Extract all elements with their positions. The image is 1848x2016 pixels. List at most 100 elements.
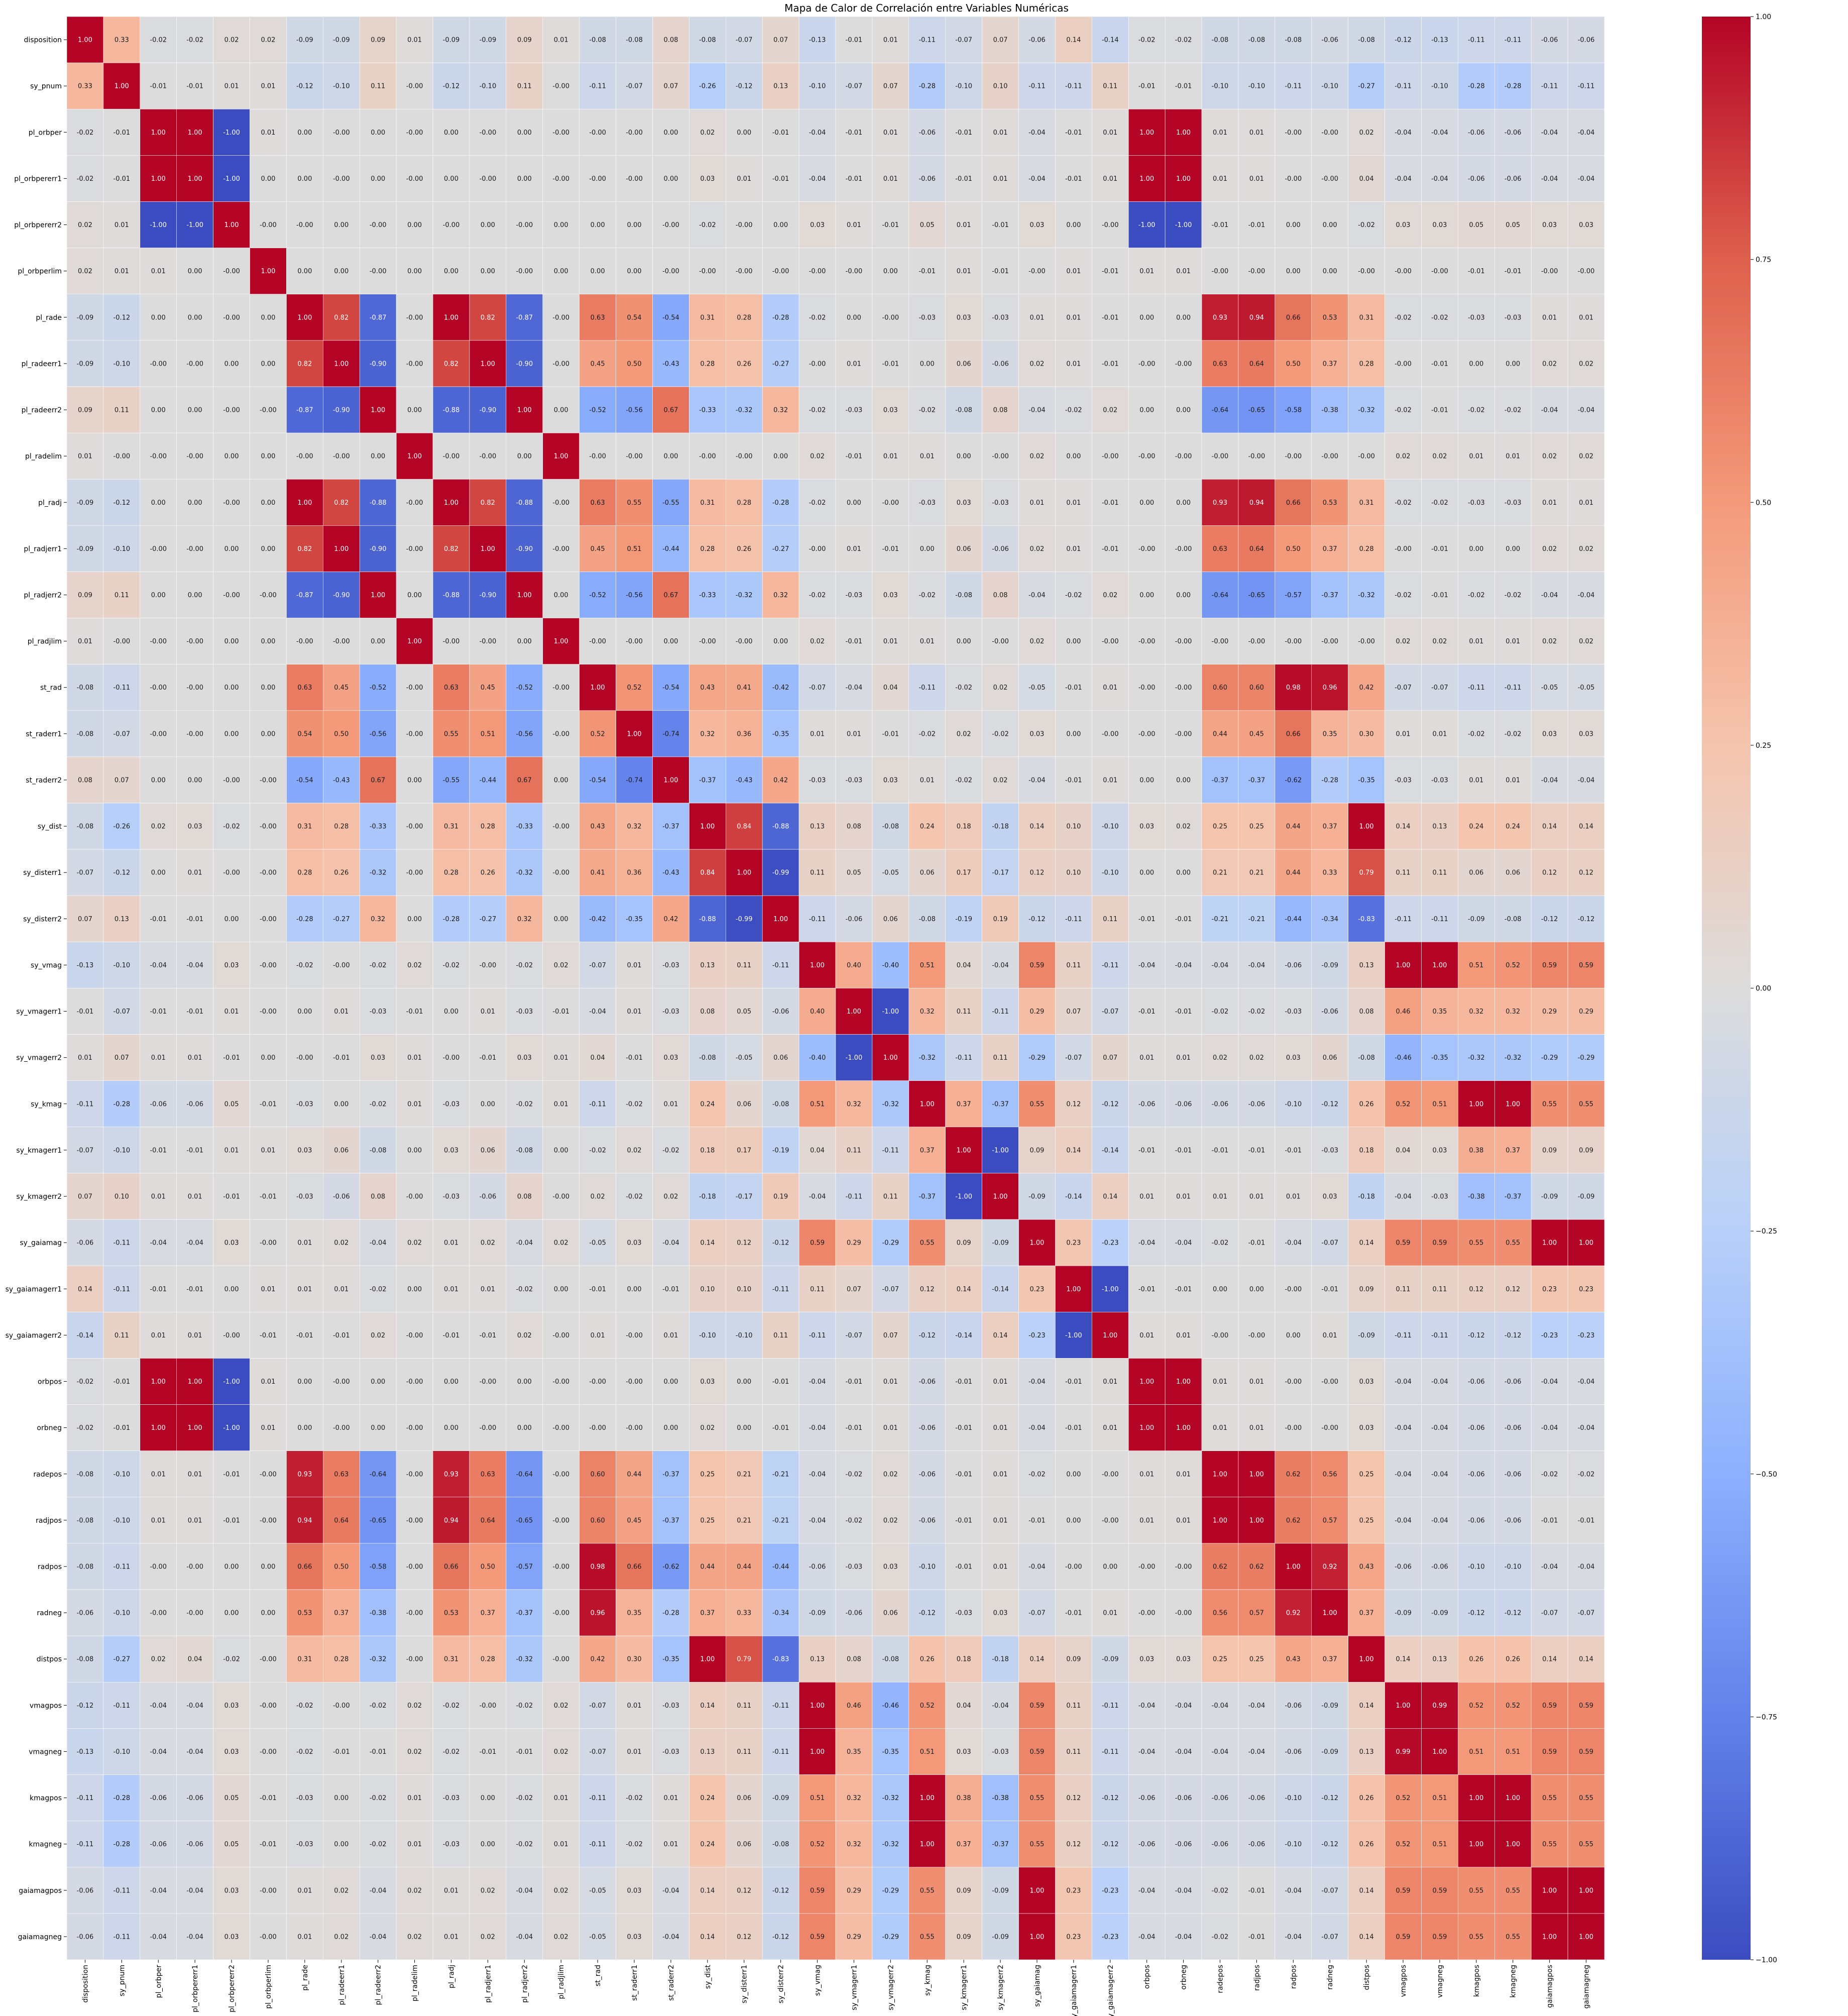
cell-value-label: -0.11 <box>772 1748 789 1756</box>
cell-value-label: -0.00 <box>1138 453 1156 461</box>
y-tick-label: pl_rade <box>36 314 62 322</box>
heatmap-cell <box>286 432 323 480</box>
cell-value-label: 0.01 <box>1323 1332 1337 1339</box>
cell-value-label: 0.31 <box>297 823 312 831</box>
cell-value-label: -0.01 <box>77 1008 94 1016</box>
heatmap-cell <box>103 525 141 572</box>
cell-value-label: 0.00 <box>1176 499 1191 507</box>
cell-value-label: -0.01 <box>223 1471 240 1478</box>
colorbar: 1.000.750.500.250.00−0.25−0.50−0.75−1.00 <box>1702 13 1777 1964</box>
cell-value-label: 0.02 <box>407 1887 422 1894</box>
heatmap-cell <box>1348 62 1385 109</box>
cell-value-label: -0.35 <box>1358 776 1375 784</box>
heatmap-cell <box>469 386 507 433</box>
heatmap-cell <box>1494 201 1532 248</box>
cell-value-label: -0.00 <box>1285 453 1302 461</box>
cell-value-label: -0.00 <box>480 638 497 645</box>
cell-value-label: 0.10 <box>1066 823 1081 831</box>
cell-value-label: -0.28 <box>772 314 789 321</box>
cell-value-label: -0.11 <box>1102 962 1119 969</box>
heatmap-cell <box>213 664 250 711</box>
cell-value-label: 0.63 <box>444 684 458 692</box>
cell-value-label: 1.00 <box>1469 1100 1483 1108</box>
cell-value-label: -0.90 <box>333 407 350 414</box>
cell-value-label: -0.21 <box>1212 916 1229 923</box>
cell-value-label: -0.02 <box>955 776 972 784</box>
cell-value-label: -0.05 <box>1028 684 1046 692</box>
cell-value-label: 0.02 <box>957 730 971 738</box>
cell-value-label: -0.09 <box>1468 916 1485 923</box>
cell-value-label: 0.03 <box>1396 221 1411 229</box>
cell-value-label: 0.43 <box>1359 1563 1374 1571</box>
cell-value-label: -0.04 <box>186 1887 203 1894</box>
heatmap-cell <box>1055 340 1092 387</box>
heatmap-cell <box>725 386 763 433</box>
cell-value-label: 0.02 <box>407 1748 422 1756</box>
cell-value-label: -0.02 <box>370 1841 387 1848</box>
heatmap-cell <box>469 479 507 526</box>
heatmap-cell <box>1494 62 1532 109</box>
cell-value-label: -0.00 <box>296 1054 313 1062</box>
cell-value-label: 0.01 <box>737 175 751 183</box>
cell-value-label: -0.04 <box>186 1748 203 1756</box>
cell-value-label: 0.02 <box>334 1240 349 1247</box>
cell-value-label: -0.11 <box>1102 1702 1119 1710</box>
cell-value-label: -0.02 <box>443 962 460 969</box>
cell-value-label: -0.11 <box>1431 1332 1448 1339</box>
cell-value-label: -0.02 <box>1028 1471 1046 1478</box>
cell-value-label: -0.00 <box>736 268 753 275</box>
heatmap-cell <box>1275 572 1312 618</box>
cell-value-label: 0.01 <box>554 1841 568 1848</box>
cell-value-label: -0.26 <box>113 823 131 831</box>
cell-value-label: 0.01 <box>444 1240 458 1247</box>
cell-value-label: 0.02 <box>517 1332 532 1339</box>
heatmap-cell <box>542 710 580 757</box>
cell-value-label: -0.32 <box>1358 592 1375 599</box>
cell-value-label: 0.50 <box>334 730 349 738</box>
cell-value-label: 0.06 <box>957 360 971 368</box>
cell-value-label: 0.07 <box>78 916 92 923</box>
cell-value-label: 0.60 <box>591 1517 605 1524</box>
cell-value-label: 0.21 <box>737 1471 751 1478</box>
cell-value-label: 0.01 <box>1542 314 1557 321</box>
cell-value-label: -0.32 <box>1468 1054 1485 1062</box>
cell-value-label: 0.00 <box>517 1424 532 1432</box>
cell-value-label: 0.53 <box>1323 314 1337 321</box>
y-tick-label: pl_orbper <box>29 129 62 137</box>
heatmap-cell <box>103 340 141 387</box>
cell-value-label: -0.00 <box>186 545 203 553</box>
cell-value-label: 0.45 <box>591 360 605 368</box>
cell-value-label: 0.01 <box>1506 638 1520 645</box>
cell-value-label: -0.07 <box>626 83 643 90</box>
cell-value-label: 1.00 <box>1249 1471 1264 1478</box>
colorbar-tick-label: 0.00 <box>1756 985 1771 993</box>
cell-value-label: -0.35 <box>1431 1054 1448 1062</box>
cell-value-label: -0.07 <box>589 1702 606 1710</box>
cell-value-label: -0.04 <box>992 1702 1009 1710</box>
cell-value-label: 0.31 <box>1359 314 1374 321</box>
heatmap-cell <box>1348 155 1385 202</box>
cell-value-label: -0.01 <box>1065 776 1082 784</box>
heatmap-cell <box>798 201 836 248</box>
x-axis-tick-labels: disposition sy_pnum pl_orbper pl_orbpererr1… <box>81 1960 1591 2016</box>
cell-value-label: 0.01 <box>1542 499 1557 507</box>
cell-value-label: -0.00 <box>626 453 643 461</box>
cell-value-label: -0.02 <box>1212 1240 1229 1247</box>
cell-value-label: 0.92 <box>1323 1563 1337 1571</box>
cell-value-label: 0.55 <box>1469 1933 1483 1941</box>
cell-value-label: -0.00 <box>406 1563 423 1571</box>
cell-value-label: -0.06 <box>480 1193 497 1201</box>
cell-value-label: 0.00 <box>663 453 678 461</box>
cell-value-label: -0.00 <box>1102 730 1119 738</box>
heatmap-cell <box>945 710 982 757</box>
cell-value-label: 0.21 <box>1249 869 1264 877</box>
cell-value-label: -0.04 <box>516 1933 533 1941</box>
cell-value-label: -0.08 <box>1248 37 1265 44</box>
cell-value-label: 0.26 <box>334 869 349 877</box>
y-tick-label: gaiamagneg <box>18 1933 62 1941</box>
cell-value-label: -1.00 <box>223 175 240 183</box>
cell-value-label: 0.00 <box>371 453 385 461</box>
heatmap-cell <box>506 710 543 757</box>
cell-value-label: -0.64 <box>1212 407 1229 414</box>
cell-value-label: -0.00 <box>186 1610 203 1617</box>
